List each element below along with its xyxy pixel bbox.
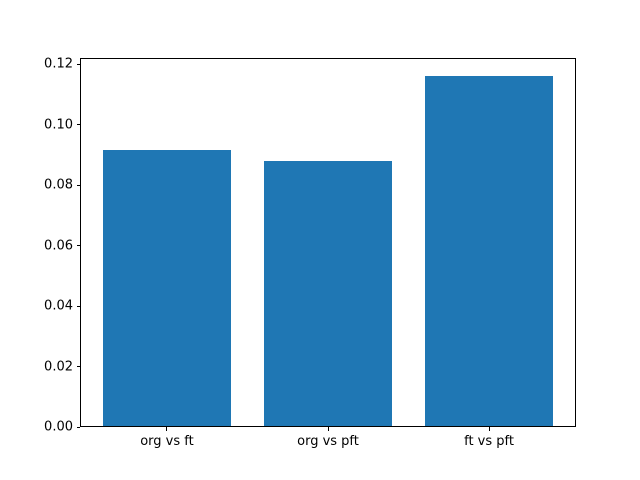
- bar-ft-vs-pft: [424, 75, 554, 426]
- x-tick-label: org vs ft: [140, 433, 194, 449]
- bar-org-vs-pft: [263, 161, 393, 426]
- y-tick-mark: [76, 184, 80, 186]
- y-tick-label: 0.08: [44, 177, 73, 193]
- x-tick-mark: [488, 427, 490, 431]
- y-tick-mark: [76, 63, 80, 65]
- y-tick-label: 0.06: [44, 238, 73, 254]
- y-tick-mark: [76, 366, 80, 368]
- x-tick-mark: [327, 427, 329, 431]
- y-tick-mark: [76, 245, 80, 247]
- x-tick-label: ft vs pft: [464, 433, 514, 449]
- x-tick-mark: [166, 427, 168, 431]
- y-tick-label: 0.00: [44, 419, 73, 435]
- y-tick-label: 0.02: [44, 359, 73, 375]
- y-tick-mark: [76, 124, 80, 126]
- x-tick-label: org vs pft: [297, 433, 359, 449]
- y-tick-mark: [76, 426, 80, 428]
- y-tick-mark: [76, 305, 80, 307]
- y-tick-label: 0.10: [44, 117, 73, 133]
- bar-org-vs-ft: [102, 150, 232, 426]
- y-tick-label: 0.12: [44, 56, 73, 72]
- y-tick-label: 0.04: [44, 298, 73, 314]
